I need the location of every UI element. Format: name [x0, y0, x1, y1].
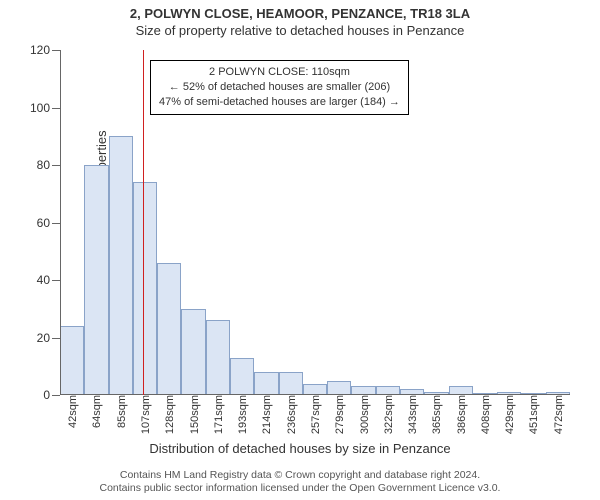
y-tick-label: 120 [30, 43, 60, 57]
x-tick-label: 322sqm [381, 395, 395, 434]
callout-box: 2 POLWYN CLOSE: 110sqm← 52% of detached … [150, 60, 409, 115]
x-tick-label: 64sqm [89, 395, 103, 428]
bar-slot: 85sqm [109, 50, 133, 395]
y-tick-label: 40 [37, 273, 60, 287]
bar [254, 372, 278, 395]
callout-line: ← 52% of detached houses are smaller (20… [159, 80, 400, 95]
bar-slot: 408sqm [473, 50, 497, 395]
x-tick-label: 193sqm [235, 395, 249, 434]
callout-line: 2 POLWYN CLOSE: 110sqm [159, 65, 400, 80]
x-tick-label: 279sqm [332, 395, 346, 434]
y-tick-label: 100 [30, 101, 60, 115]
chart-inner: 42sqm64sqm85sqm107sqm128sqm150sqm171sqm1… [60, 50, 570, 395]
x-tick-label: 343sqm [405, 395, 419, 434]
x-tick-label: 408sqm [478, 395, 492, 434]
title-block: 2, POLWYN CLOSE, HEAMOOR, PENZANCE, TR18… [0, 0, 600, 38]
x-tick-label: 150sqm [187, 395, 201, 434]
y-tick-label: 20 [37, 331, 60, 345]
bar-slot: 451sqm [521, 50, 545, 395]
chart-title: 2, POLWYN CLOSE, HEAMOOR, PENZANCE, TR18… [0, 6, 600, 21]
y-tick-label: 80 [37, 158, 60, 172]
bar [181, 309, 205, 395]
x-tick-label: 257sqm [308, 395, 322, 434]
x-tick-label: 85sqm [114, 395, 128, 428]
bar [109, 136, 133, 395]
x-tick-label: 386sqm [454, 395, 468, 434]
bar [327, 381, 351, 395]
x-tick-label: 429sqm [502, 395, 516, 434]
bar [206, 320, 230, 395]
bar [230, 358, 254, 395]
footer-attribution: Contains HM Land Registry data © Crown c… [0, 469, 600, 496]
y-tick-label: 60 [37, 216, 60, 230]
bar-slot: 64sqm [84, 50, 108, 395]
bar [279, 372, 303, 395]
x-tick-label: 365sqm [429, 395, 443, 434]
x-tick-label: 42sqm [65, 395, 79, 428]
x-tick-label: 300sqm [357, 395, 371, 434]
bar-slot: 386sqm [449, 50, 473, 395]
y-tick-label: 0 [43, 388, 60, 402]
x-axis-line [60, 394, 570, 395]
x-tick-label: 107sqm [138, 395, 152, 434]
x-tick-label: 451sqm [526, 395, 540, 434]
footer-line-2: Contains public sector information licen… [0, 482, 600, 496]
bar-slot: 365sqm [424, 50, 448, 395]
bar-slot: 429sqm [497, 50, 521, 395]
bar-slot: 472sqm [546, 50, 570, 395]
bar [157, 263, 181, 395]
footer-line-1: Contains HM Land Registry data © Crown c… [0, 469, 600, 483]
bar-slot: 42sqm [60, 50, 84, 395]
chart-subtitle: Size of property relative to detached ho… [0, 23, 600, 38]
bar [133, 182, 157, 395]
bar [84, 165, 108, 395]
x-tick-label: 171sqm [211, 395, 225, 434]
x-tick-label: 214sqm [259, 395, 273, 434]
x-tick-label: 236sqm [284, 395, 298, 434]
marker-line [143, 50, 144, 395]
callout-line: 47% of semi-detached houses are larger (… [159, 95, 400, 110]
x-axis-label: Distribution of detached houses by size … [0, 441, 600, 456]
x-tick-label: 128sqm [162, 395, 176, 434]
plot-area: 42sqm64sqm85sqm107sqm128sqm150sqm171sqm1… [60, 50, 570, 395]
bar [60, 326, 84, 395]
y-axis-line [60, 50, 61, 395]
x-tick-label: 472sqm [551, 395, 565, 434]
